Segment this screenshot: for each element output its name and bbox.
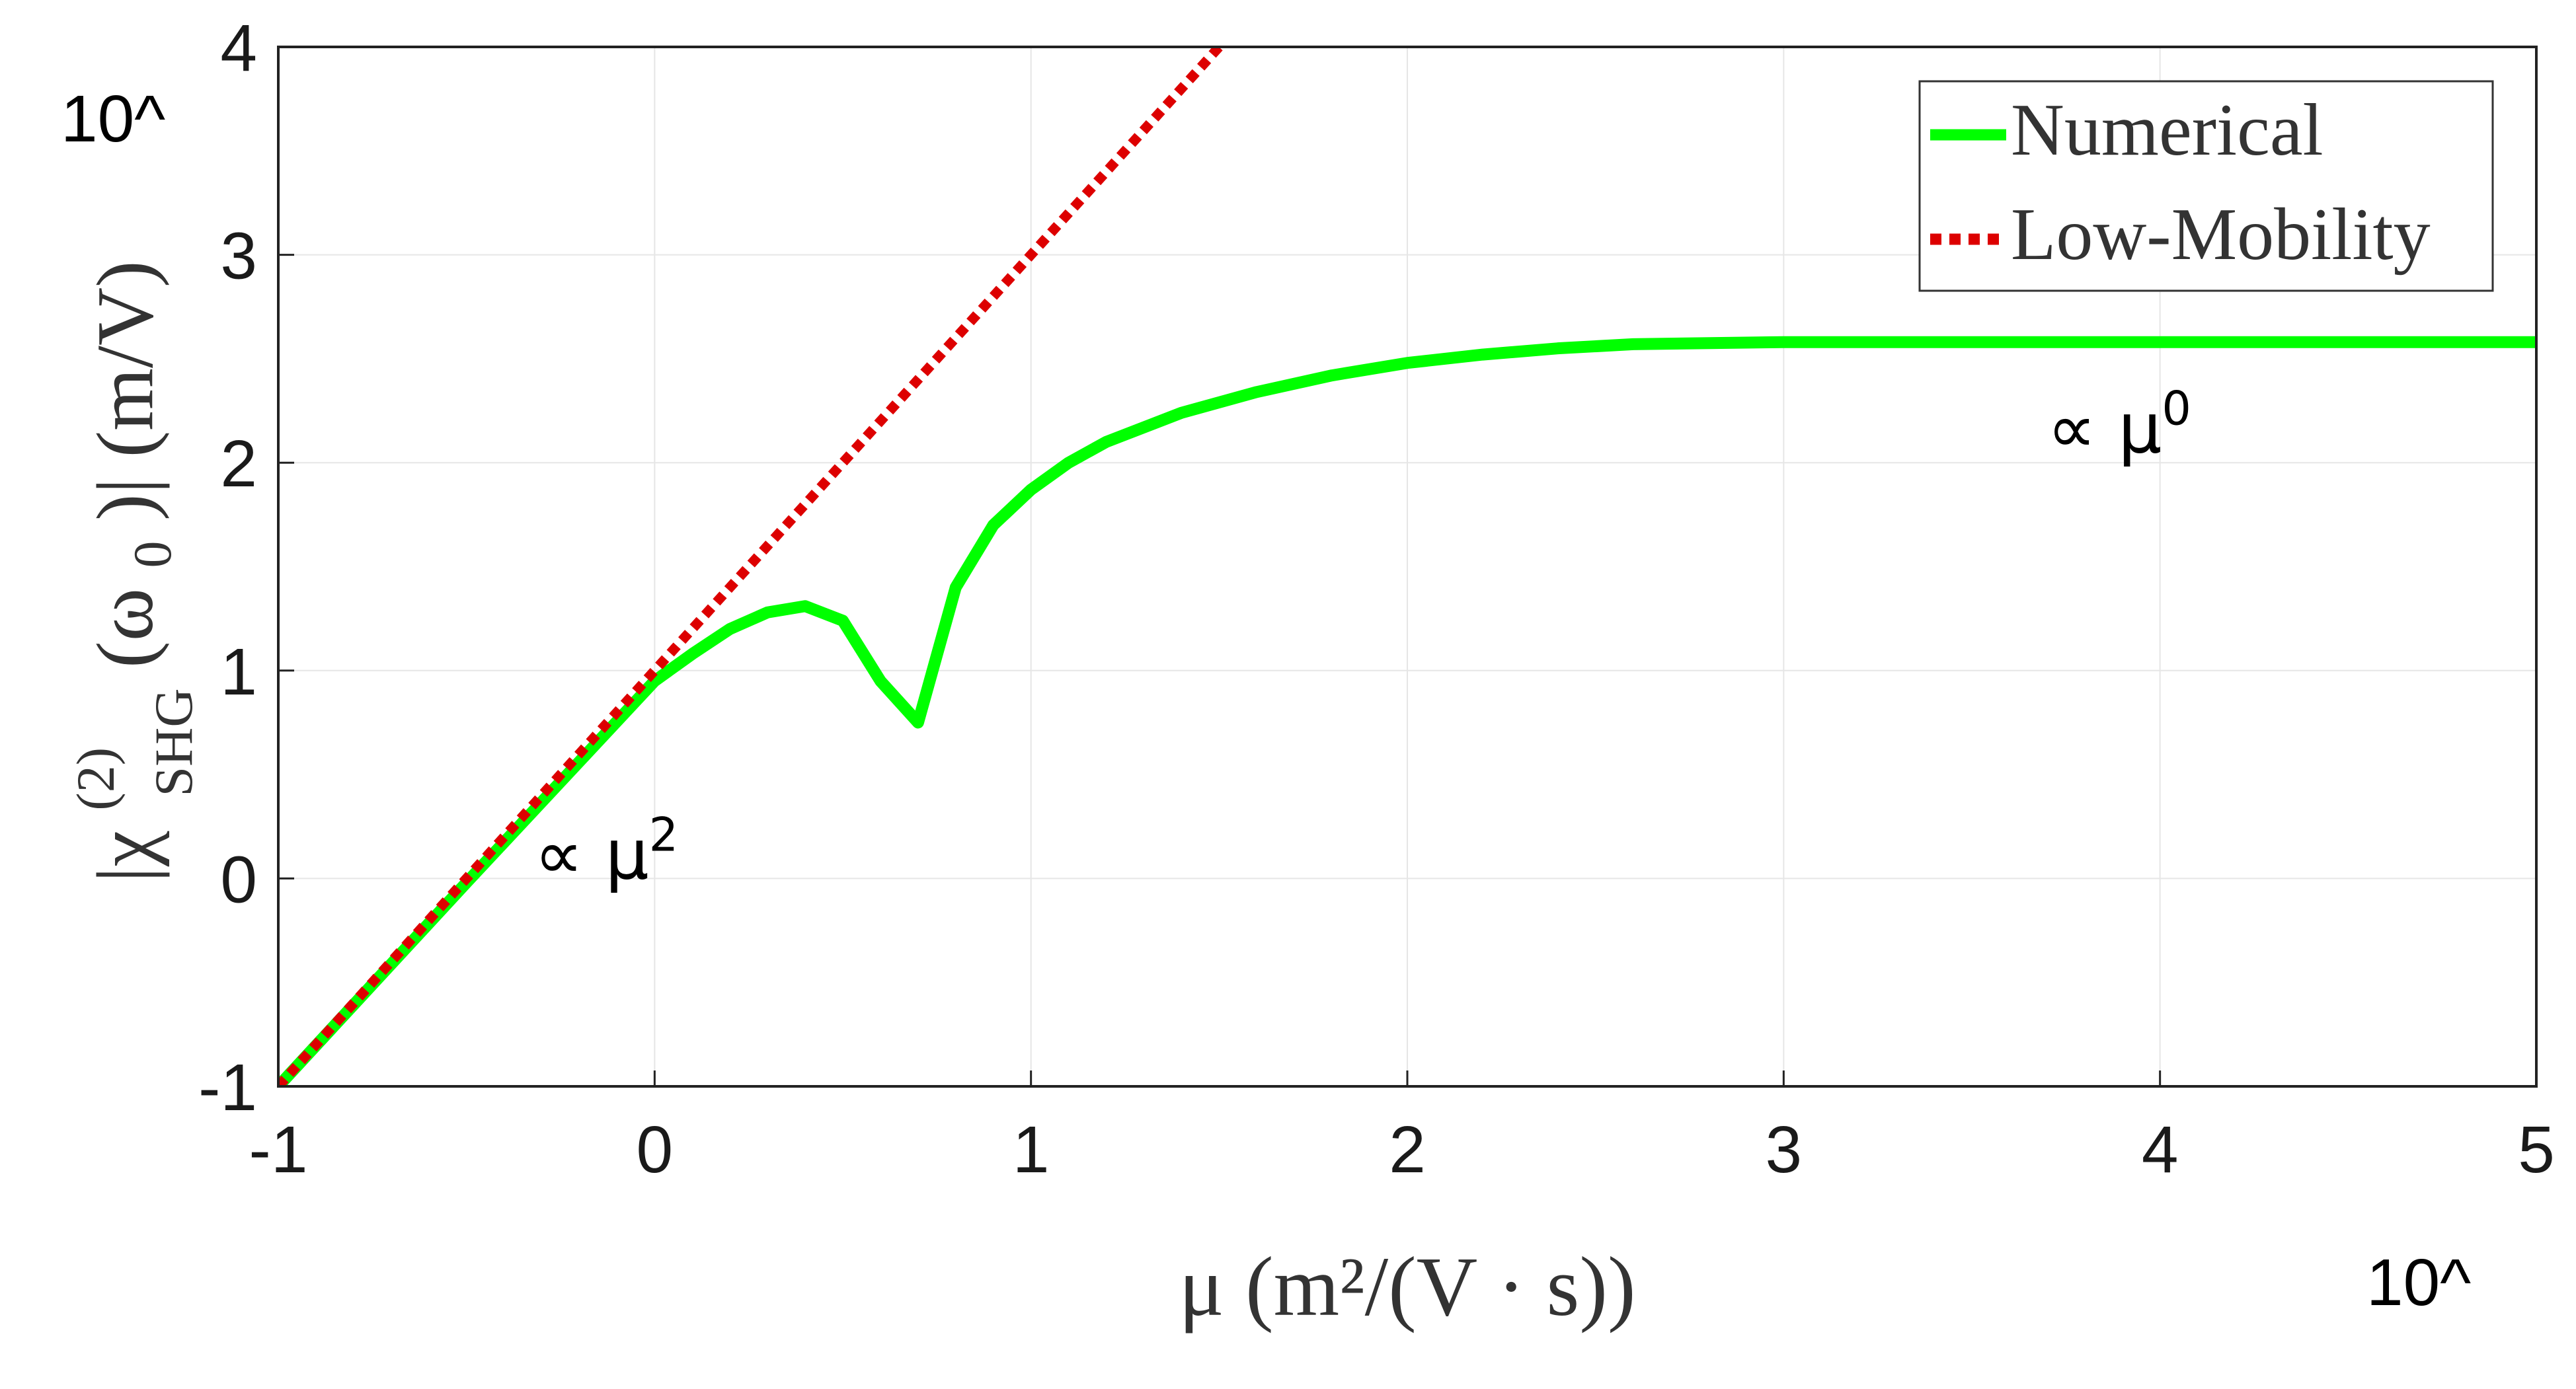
y-tick-label: 3 xyxy=(220,219,257,293)
y-multiplier-label: 10^ xyxy=(61,82,165,156)
legend-label-low-mobility: Low-Mobility xyxy=(2011,194,2431,276)
x-tick-label: 5 xyxy=(2518,1113,2555,1187)
y-tick-label: 0 xyxy=(220,843,257,917)
y-label-arg-sub: 0 xyxy=(122,541,182,568)
series-layer xyxy=(278,47,2536,1086)
y-axis-label: |χ (2) SHG (ω 0 )| (m/V) xyxy=(42,260,210,882)
annotation-power: 0 xyxy=(2162,381,2191,435)
x-tick-label: 3 xyxy=(1766,1113,1803,1187)
x-tick-label: 0 xyxy=(637,1113,674,1187)
annotation-power: 2 xyxy=(649,807,679,862)
y-tick-label: 2 xyxy=(220,427,257,501)
y-label-open: |χ xyxy=(81,831,170,883)
legend-label-numerical: Numerical xyxy=(2011,89,2323,171)
legend: Numerical Low-Mobility xyxy=(1918,80,2494,292)
series-line-numerical xyxy=(278,336,2536,1086)
y-axis-ticks: -1 0 1 2 3 4 xyxy=(198,11,294,1125)
annotation-mu2: ∝ μ2 xyxy=(534,807,678,895)
y-label-sup: (2) xyxy=(65,747,126,811)
annotation-mu0: ∝ μ0 xyxy=(2047,381,2191,469)
y-tick-label: 4 xyxy=(220,11,257,85)
y-tick-label: -1 xyxy=(198,1051,257,1125)
annotation-text: ∝ μ xyxy=(2047,388,2162,469)
x-tick-label: 2 xyxy=(1389,1113,1426,1187)
x-tick-label: 1 xyxy=(1013,1113,1050,1187)
x-tick-label: -1 xyxy=(249,1113,308,1187)
x-axis-label: μ (m²/(V · s)) xyxy=(1179,1240,1635,1333)
y-label-sub: SHG xyxy=(143,688,204,796)
series-line-low-mobility xyxy=(278,47,1223,1086)
svg-text:|χ (2) SHG (: |χ (2) SHG (ω 0 )| (m/V) xyxy=(42,260,210,882)
x-multiplier-label: 10^ xyxy=(2366,1246,2471,1320)
annotations: ∝ μ2∝ μ0 xyxy=(534,381,2191,895)
y-label-arg: (ω xyxy=(81,588,170,668)
y-tick-label: 1 xyxy=(220,635,257,709)
annotation-text: ∝ μ xyxy=(534,814,649,895)
x-axis-ticks: -1 0 1 2 3 4 5 xyxy=(249,1070,2555,1187)
legend-box xyxy=(1918,80,2494,292)
x-tick-label: 4 xyxy=(2142,1113,2179,1187)
y-label-close: )| (m/V) xyxy=(81,260,170,521)
